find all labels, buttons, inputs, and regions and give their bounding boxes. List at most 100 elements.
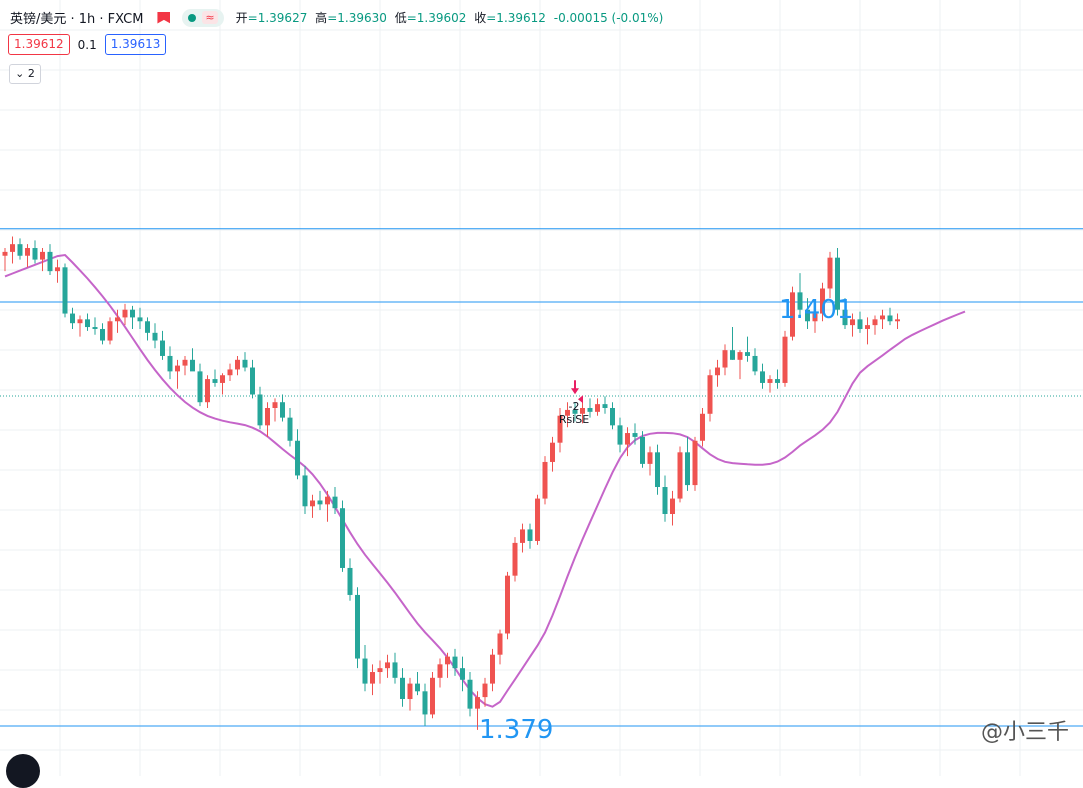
candle-body [130,309,135,318]
candle-body [145,321,150,333]
signal-marker [578,395,583,404]
ohlc-close-label: 收 [474,11,487,25]
candle-body [92,327,98,329]
candle-body [445,656,450,665]
candle-body [325,496,330,505]
level-label-high: 1.401 [779,295,854,325]
candle-body [167,355,173,372]
candle-body [722,350,728,368]
candle-body [685,452,690,486]
candle-body [377,668,383,673]
candle-body [790,292,795,337]
candle-body [587,407,593,412]
candle-body [565,409,570,416]
candle-body [400,677,405,700]
ohlc-open-value: =1.39627 [247,11,308,25]
candle-body [100,328,105,341]
candle-body [655,452,660,488]
candle-body [550,442,555,462]
wave-icon: ≈ [202,11,218,24]
market-open-icon [188,13,197,22]
candle-body [10,244,15,252]
candle-body [85,319,90,328]
market-status-pill[interactable]: ≈ [182,8,224,27]
candle-body [542,461,548,499]
candle-body [437,664,443,678]
candle-body [760,371,765,383]
candle-body [475,697,480,709]
ohlc-values: 开=1.39627 高=1.39630 低=1.39602 收=1.39612 … [236,9,664,26]
signal-count: -2 [568,400,580,413]
bid-price-button[interactable]: 1.39612 [8,34,70,55]
ask-price-button[interactable]: 1.39613 [104,34,167,55]
candle-body [317,500,323,505]
candle-body [482,683,488,698]
tradingview-logo-icon[interactable] [6,754,40,788]
candle-body [107,321,113,341]
candle-body [77,319,83,324]
candle-body [160,340,165,356]
candle-body [632,433,638,437]
spread-value: 0.1 [77,37,97,52]
indicator-collapse-button[interactable]: ⌄ 2 [9,64,41,84]
candle-body [115,317,120,322]
candle-body [797,292,803,310]
candle-body [332,496,338,509]
candle-body [385,662,390,669]
candle-body [775,379,780,383]
candle-body [820,288,825,314]
candle-body [827,257,833,289]
candle-body [865,325,870,329]
candle-body [700,413,705,441]
candle-body [895,319,900,322]
candle-body [280,402,285,418]
candle-body [452,656,458,669]
candle-body [557,415,563,443]
candle-body [707,375,713,414]
candle-body [715,367,720,376]
candle-body [55,267,60,272]
candle-body [872,319,878,326]
ohlc-low-label: 低 [394,11,407,25]
candle-body [47,251,53,272]
candle-body [2,251,8,256]
candle-body [70,313,75,324]
candle-body [175,365,180,372]
candle-body [347,567,353,595]
candle-body [625,433,630,445]
ohlc-close-value: =1.39612 [486,11,546,25]
candle-body [362,658,368,684]
candle-body [520,529,525,543]
candle-body [430,677,435,715]
signal-name: RsiSE [558,413,590,426]
candle-body [490,654,495,684]
candle-body [805,309,810,322]
candle-body [580,407,585,414]
candle-body [737,352,743,360]
candle-body [212,379,218,383]
candle-body [887,315,893,322]
candles [2,236,900,730]
candle-body [505,575,510,634]
candle-body [602,404,608,408]
candle-body [152,332,158,341]
candle-body [880,315,885,320]
candle-body [835,257,840,310]
flag-icon [157,11,171,24]
candle-body [122,309,128,318]
candle-body [745,352,750,356]
candle-body [610,407,615,426]
watermark: @小三千 [980,720,1069,745]
candle-body [662,487,668,514]
candle-body [32,248,38,260]
candle-body [227,369,233,376]
signal-arrow [571,380,579,395]
candle-body [842,309,848,326]
candle-body [295,440,300,476]
horizontal-levels [0,228,1083,727]
candle-body [670,498,675,514]
candle-body [302,475,308,507]
symbol-title[interactable]: 英镑/美元 · 1h · FXCM [10,12,144,27]
